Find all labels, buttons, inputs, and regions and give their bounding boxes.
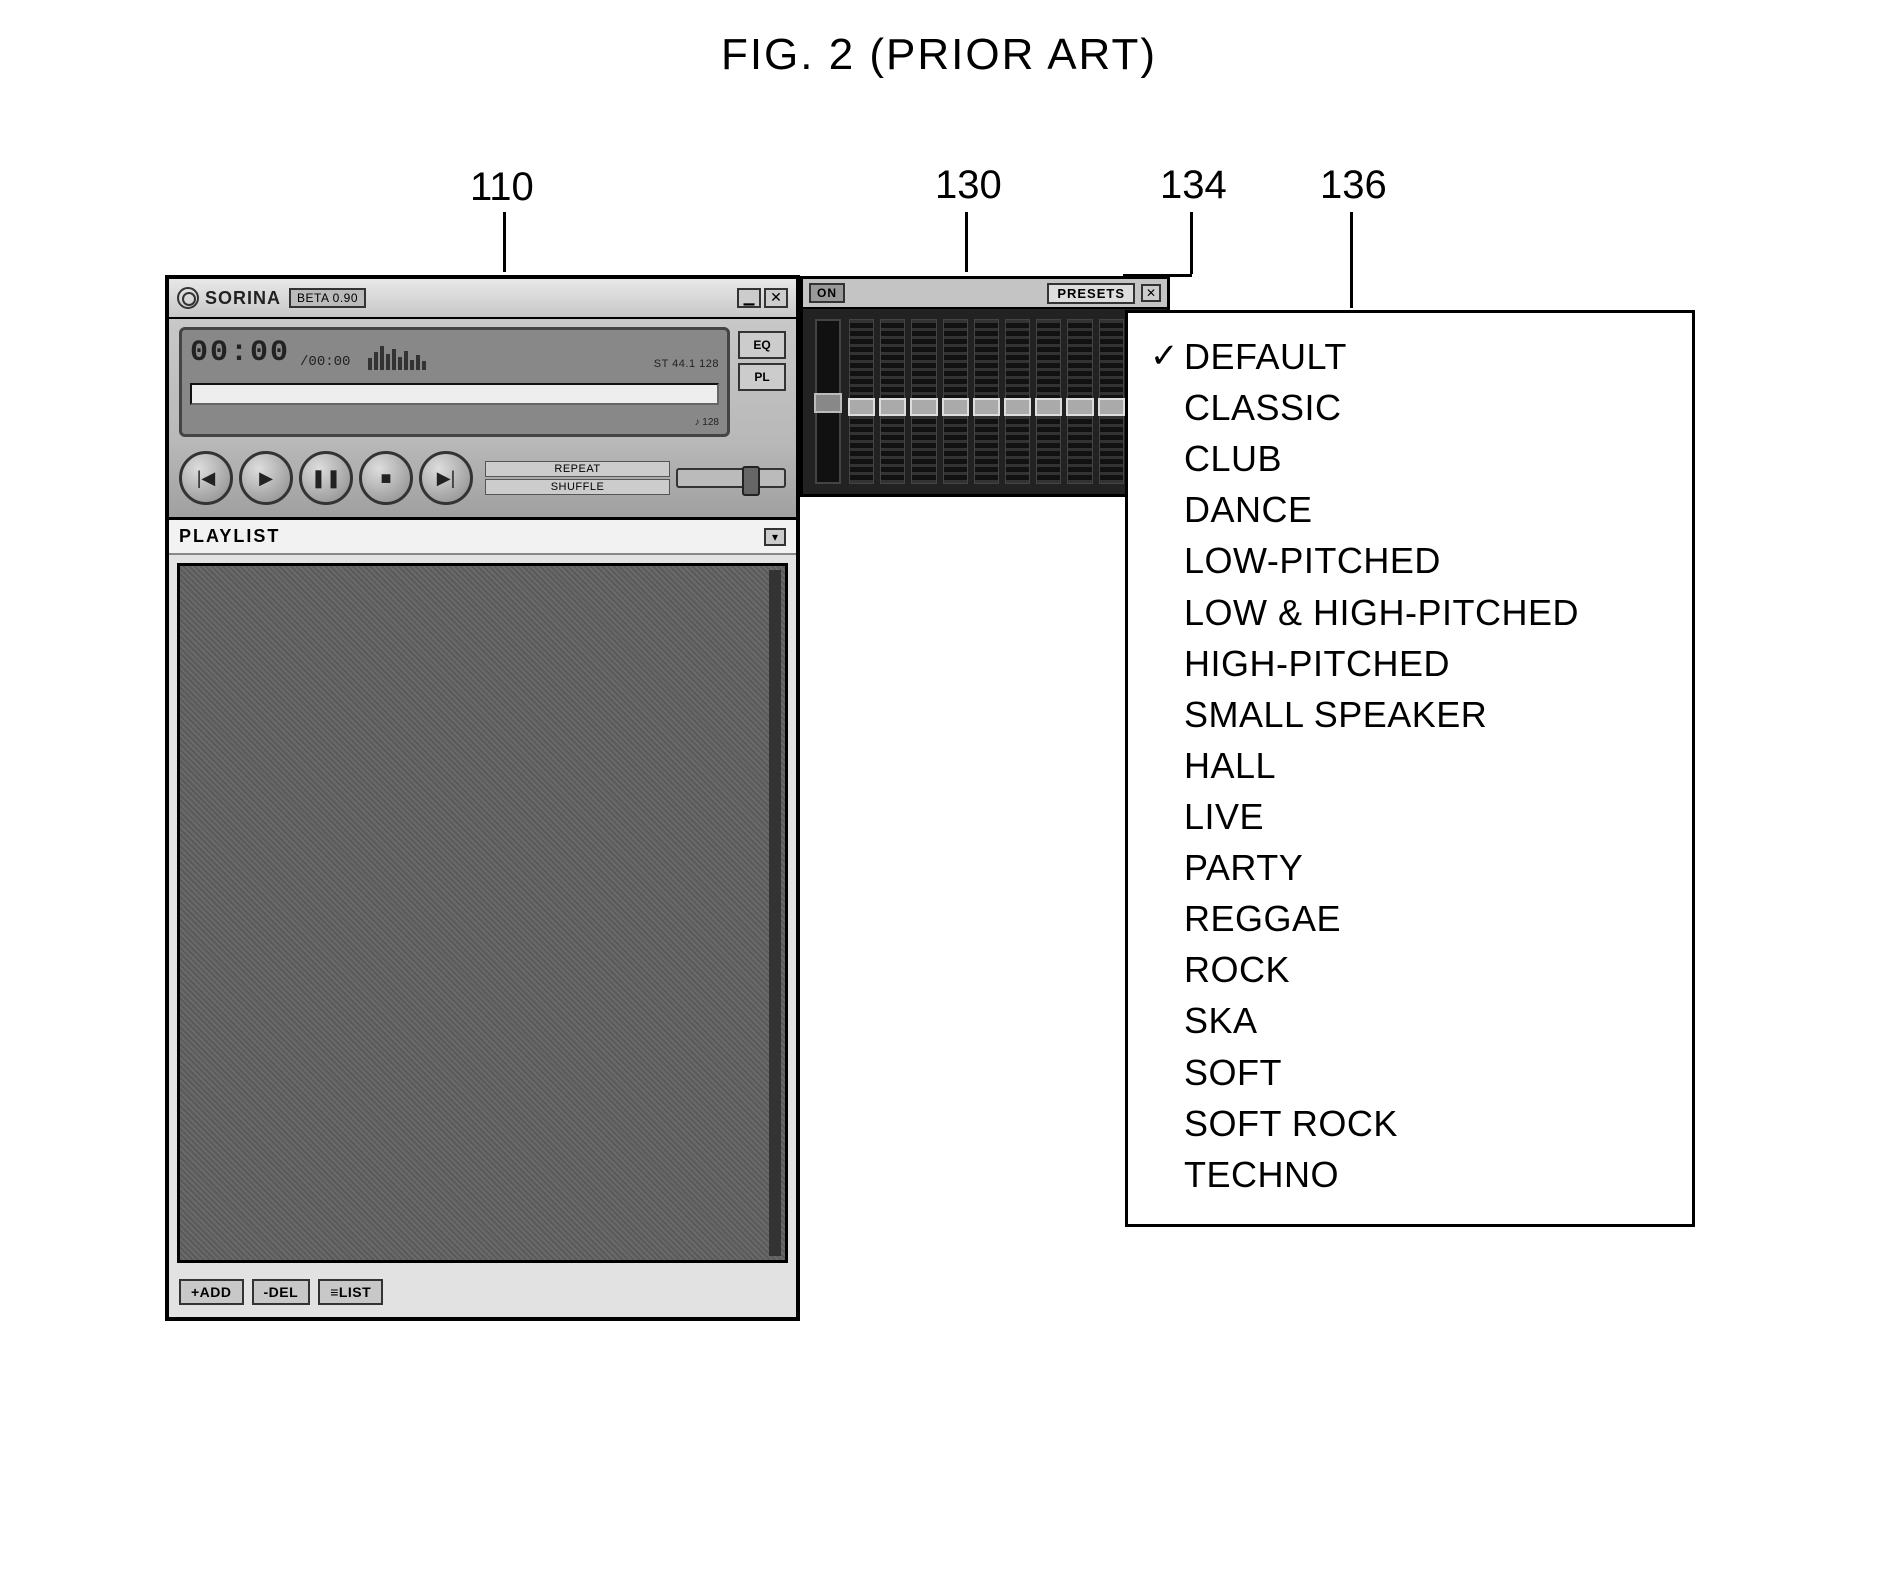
bitrate-label: ♪ 128: [190, 417, 719, 428]
pl-toggle-button[interactable]: PL: [738, 363, 786, 391]
total-time: /00:00: [300, 354, 350, 370]
preset-item-label: HALL: [1184, 740, 1276, 791]
playlist-scrollbar[interactable]: [769, 570, 781, 1256]
preset-item-label: SOFT: [1184, 1047, 1282, 1098]
playlist-del-button[interactable]: -DEL: [252, 1279, 311, 1305]
eq-band-slider[interactable]: [849, 319, 874, 484]
preset-item-label: LOW-PITCHED: [1184, 535, 1441, 586]
preset-item[interactable]: TECHNO: [1142, 1149, 1678, 1200]
callout-130: 130: [935, 163, 1002, 208]
pause-button[interactable]: ❚❚: [299, 451, 353, 505]
eq-band-slider[interactable]: [974, 319, 999, 484]
player-window: SORINA BETA 0.90 ▁ ✕ 00:00 /00:00 ST 44.…: [165, 275, 800, 1321]
preset-item[interactable]: LOW-PITCHED: [1142, 535, 1678, 586]
close-button[interactable]: ✕: [764, 288, 788, 308]
playlist-add-button[interactable]: +ADD: [179, 1279, 244, 1305]
callout-line: [1190, 212, 1193, 274]
preset-item-label: ROCK: [1184, 944, 1290, 995]
preset-item-label: LIVE: [1184, 791, 1264, 842]
preset-item-label: PARTY: [1184, 842, 1303, 893]
eq-band-slider[interactable]: [943, 319, 968, 484]
equalizer-body: [803, 309, 1167, 494]
preset-item-label: HIGH-PITCHED: [1184, 638, 1450, 689]
preset-item-label: LOW & HIGH-PITCHED: [1184, 587, 1579, 638]
playlist-title: PLAYLIST: [179, 526, 280, 547]
track-title-field: [190, 383, 719, 405]
transport-bar: |◀ ▶ ❚❚ ■ ▶| REPEAT SHUFFLE: [169, 443, 796, 520]
eq-preamp-slider[interactable]: [815, 319, 841, 484]
stream-status: ST 44.1 128: [654, 358, 719, 370]
preset-item[interactable]: SMALL SPEAKER: [1142, 689, 1678, 740]
eq-band-slider[interactable]: [880, 319, 905, 484]
eq-presets-button[interactable]: PRESETS: [1047, 283, 1135, 304]
preset-menu: ✓DEFAULTCLASSICCLUBDANCELOW-PITCHEDLOW &…: [1125, 310, 1695, 1227]
preset-item[interactable]: HIGH-PITCHED: [1142, 638, 1678, 689]
preset-item[interactable]: LIVE: [1142, 791, 1678, 842]
preset-item-label: SKA: [1184, 995, 1258, 1046]
preset-item[interactable]: REGGAE: [1142, 893, 1678, 944]
volume-slider[interactable]: [676, 468, 786, 488]
preset-item-label: SMALL SPEAKER: [1184, 689, 1487, 740]
repeat-toggle[interactable]: REPEAT: [485, 461, 670, 477]
app-version-badge: BETA 0.90: [289, 288, 366, 308]
preset-item[interactable]: DANCE: [1142, 484, 1678, 535]
play-button[interactable]: ▶: [239, 451, 293, 505]
preset-item[interactable]: CLUB: [1142, 433, 1678, 484]
preset-item-label: TECHNO: [1184, 1149, 1339, 1200]
player-side-buttons: EQ PL: [738, 327, 786, 437]
player-lcd: 00:00 /00:00 ST 44.1 128 ♪ 128: [179, 327, 730, 437]
preset-item-label: REGGAE: [1184, 893, 1341, 944]
elapsed-time: 00:00: [190, 336, 290, 370]
preset-item-label: DANCE: [1184, 484, 1313, 535]
preset-item-label: CLUB: [1184, 433, 1282, 484]
playlist-header: PLAYLIST ▾: [169, 520, 796, 555]
prev-button[interactable]: |◀: [179, 451, 233, 505]
preset-item[interactable]: CLASSIC: [1142, 382, 1678, 433]
eq-band-slider[interactable]: [1036, 319, 1061, 484]
playlist-panel: PLAYLIST ▾ +ADD -DEL ≡LIST: [169, 520, 796, 1317]
stop-button[interactable]: ■: [359, 451, 413, 505]
preset-item[interactable]: ROCK: [1142, 944, 1678, 995]
preset-item-label: CLASSIC: [1184, 382, 1342, 433]
preset-item[interactable]: SOFT: [1142, 1047, 1678, 1098]
callout-line: [1350, 212, 1353, 308]
playlist-collapse-button[interactable]: ▾: [764, 528, 786, 546]
next-button[interactable]: ▶|: [419, 451, 473, 505]
playlist-list-button[interactable]: ≡LIST: [318, 1279, 383, 1305]
player-display-row: 00:00 /00:00 ST 44.1 128 ♪ 128 EQ PL: [169, 319, 796, 443]
eq-band-slider[interactable]: [1005, 319, 1030, 484]
eq-band-slider[interactable]: [911, 319, 936, 484]
app-logo-icon: [177, 287, 199, 309]
eq-close-button[interactable]: ✕: [1141, 284, 1161, 302]
callout-110: 110: [470, 165, 534, 210]
preset-item-label: DEFAULT: [1184, 331, 1347, 382]
preset-item[interactable]: SOFT ROCK: [1142, 1098, 1678, 1149]
app-brand: SORINA: [205, 288, 281, 309]
preset-item[interactable]: LOW & HIGH-PITCHED: [1142, 587, 1678, 638]
equalizer-titlebar: ON PRESETS ✕: [803, 279, 1167, 309]
eq-on-button[interactable]: ON: [809, 283, 845, 303]
preset-item[interactable]: SKA: [1142, 995, 1678, 1046]
equalizer-window: ON PRESETS ✕: [800, 276, 1170, 497]
figure-title: FIG. 2 (PRIOR ART): [0, 30, 1878, 80]
eq-band-slider[interactable]: [1067, 319, 1092, 484]
callout-136: 136: [1320, 163, 1387, 208]
preset-item[interactable]: PARTY: [1142, 842, 1678, 893]
eq-toggle-button[interactable]: EQ: [738, 331, 786, 359]
playlist-body[interactable]: [177, 563, 788, 1263]
spectrum-icon: [360, 340, 643, 370]
minimize-button[interactable]: ▁: [737, 288, 761, 308]
preset-item[interactable]: HALL: [1142, 740, 1678, 791]
callout-line: [503, 212, 506, 272]
playlist-footer: +ADD -DEL ≡LIST: [169, 1271, 796, 1317]
eq-band-sliders: [849, 319, 1155, 484]
check-icon: ✓: [1150, 332, 1184, 380]
eq-band-slider[interactable]: [1099, 319, 1124, 484]
player-titlebar: SORINA BETA 0.90 ▁ ✕: [169, 279, 796, 319]
callout-line: [965, 212, 968, 272]
shuffle-toggle[interactable]: SHUFFLE: [485, 479, 670, 495]
callout-134: 134: [1160, 163, 1227, 208]
preset-item[interactable]: ✓DEFAULT: [1142, 331, 1678, 382]
preset-item-label: SOFT ROCK: [1184, 1098, 1398, 1149]
